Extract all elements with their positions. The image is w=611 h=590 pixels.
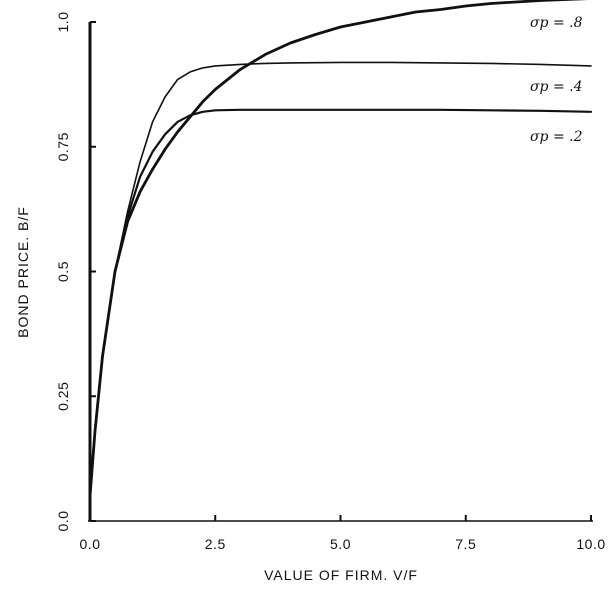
y-axis-title: BOND PRICE. B/F xyxy=(15,206,31,338)
y-tick-label: 0.5 xyxy=(55,261,71,282)
x-tick-label: 7.5 xyxy=(455,536,476,552)
y-tick-label: 0.0 xyxy=(55,511,71,532)
x-tick-label: 2.5 xyxy=(205,536,226,552)
series-label-2: σp = .4 xyxy=(530,79,583,95)
y-tick-label: 0.25 xyxy=(55,382,71,411)
series-line-1 xyxy=(88,0,589,498)
x-tick-label: 10.0 xyxy=(576,536,605,552)
series-line-3 xyxy=(88,108,593,498)
x-tick-label: 5.0 xyxy=(330,536,351,552)
series-line-2 xyxy=(89,61,592,497)
series-labels: σp = .8 σp = .4 σp = .2 xyxy=(530,15,583,145)
y-tick-label: 0.75 xyxy=(55,132,71,161)
y-tick-label: 1.0 xyxy=(55,12,71,33)
x-axis-title: VALUE OF FIRM. V/F xyxy=(264,567,418,583)
axes xyxy=(88,22,593,522)
x-tick-label: 0.0 xyxy=(80,536,101,552)
series-label-1: σp = .8 xyxy=(530,15,583,31)
axis-ticks: 0.0 2.5 5.0 7.5 10.0 0.0 0.25 0.5 0.75 1.0 xyxy=(55,12,605,552)
series-lines xyxy=(88,0,593,498)
series-label-3: σp = .2 xyxy=(530,129,583,145)
